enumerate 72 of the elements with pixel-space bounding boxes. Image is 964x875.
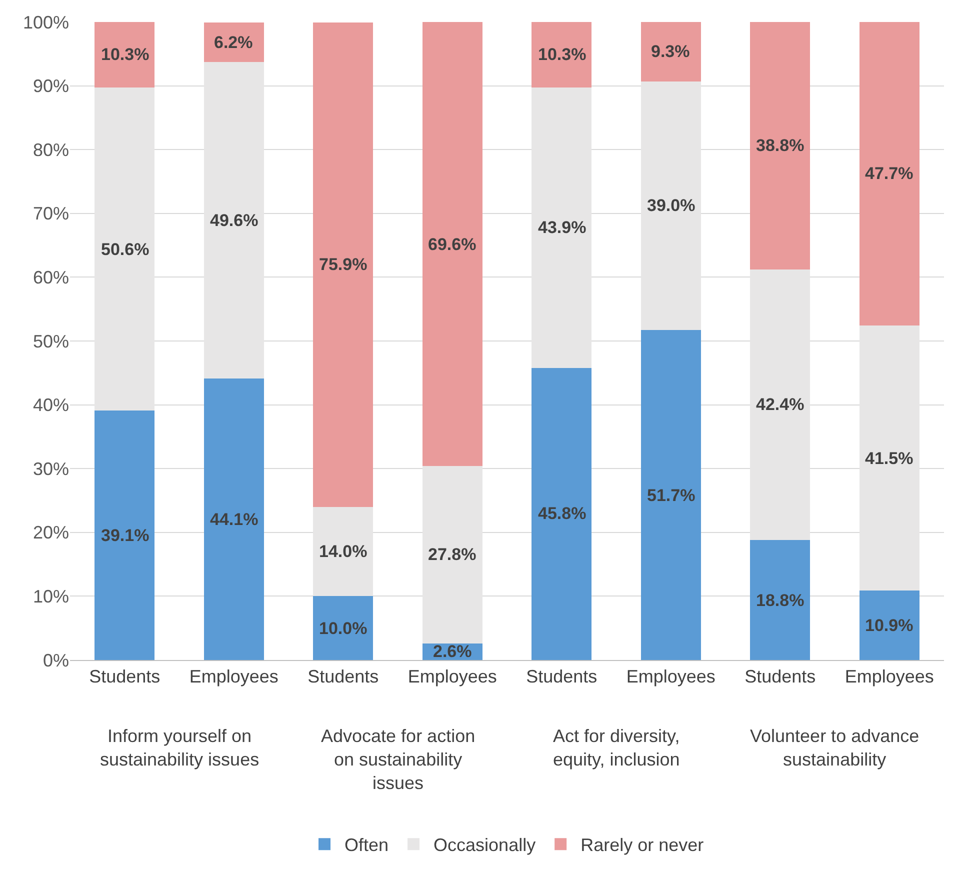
x-tick-label: Students <box>89 666 160 687</box>
bar <box>859 590 920 660</box>
y-tick-label: 60% <box>32 268 69 288</box>
y-tick-label: 20% <box>32 522 69 543</box>
data-label: 27.8% <box>428 545 476 564</box>
data-label: 39.1% <box>101 526 150 545</box>
data-label: 44.1% <box>210 510 258 529</box>
data-label: 39.0% <box>647 196 696 215</box>
data-label: 50.6% <box>101 240 150 259</box>
data-label: 38.8% <box>756 136 804 155</box>
text: Act for diversity, equity, inclusion <box>553 726 680 770</box>
data-label: 45.8% <box>538 504 586 523</box>
bar <box>313 596 374 660</box>
data-label: 10.9% <box>865 616 914 635</box>
data-label: 9.3% <box>651 42 690 61</box>
data-label: 6.2% <box>214 33 253 52</box>
y-tick-label: 80% <box>32 140 69 160</box>
bar <box>94 22 155 88</box>
legend-label: Rarely or never <box>580 835 704 856</box>
bar <box>422 466 482 644</box>
legend-label: Often <box>344 835 389 856</box>
y-tick-label: 100% <box>22 12 69 32</box>
y-tick-label: 70% <box>32 204 69 224</box>
bar <box>640 330 701 660</box>
bar <box>750 540 810 660</box>
bar <box>640 81 701 330</box>
y-tick-label: 90% <box>32 76 69 96</box>
bar <box>204 378 264 660</box>
x-tick-label: Employees <box>408 666 497 687</box>
bar <box>859 326 920 590</box>
data-label: 43.9% <box>538 218 586 237</box>
bar <box>750 270 810 540</box>
x-tick-label: Students <box>744 666 816 687</box>
bar <box>204 62 264 379</box>
data-label: 69.6% <box>428 235 476 254</box>
bar <box>422 22 482 466</box>
bar <box>94 88 155 411</box>
bar <box>532 22 592 88</box>
legend-label: Occasionally <box>434 835 536 856</box>
data-label: 18.8% <box>756 591 804 610</box>
y-tick-label: 50% <box>32 331 69 352</box>
x-tick-label: Students <box>526 666 598 687</box>
data-label: 10.0% <box>319 619 368 638</box>
data-label: 10.3% <box>101 45 150 64</box>
bar <box>313 22 374 507</box>
data-label: 42.4% <box>756 395 804 414</box>
bar <box>532 368 592 660</box>
bar <box>750 22 810 270</box>
y-tick-label: 10% <box>32 586 69 606</box>
data-label: 14.0% <box>319 542 368 561</box>
bar <box>859 22 920 326</box>
bar <box>313 506 374 596</box>
data-label: 41.5% <box>865 449 914 468</box>
y-tick-label: 40% <box>32 395 69 416</box>
data-label: 75.9% <box>319 255 368 274</box>
data-label: 49.6% <box>210 211 258 230</box>
bar <box>94 410 155 660</box>
data-label: 51.7% <box>647 486 696 505</box>
data-label: 2.6% <box>433 642 472 661</box>
x-tick-label: Employees <box>626 666 716 687</box>
y-tick-label: 30% <box>32 458 69 479</box>
text: Advocate for action on sustainability issues <box>321 726 476 793</box>
y-tick-label: 0% <box>42 650 69 670</box>
x-tick-label: Students <box>308 666 379 687</box>
x-tick-label: Employees <box>189 666 278 687</box>
x-tick-label: Employees <box>844 666 934 687</box>
data-label: 47.7% <box>865 164 914 183</box>
bar <box>532 88 592 368</box>
bar <box>640 22 701 82</box>
data-label: 10.3% <box>538 45 586 64</box>
text: Volunteer to advance sustainability <box>750 726 920 770</box>
text: Inform yourself on sustainability issues <box>100 726 260 770</box>
